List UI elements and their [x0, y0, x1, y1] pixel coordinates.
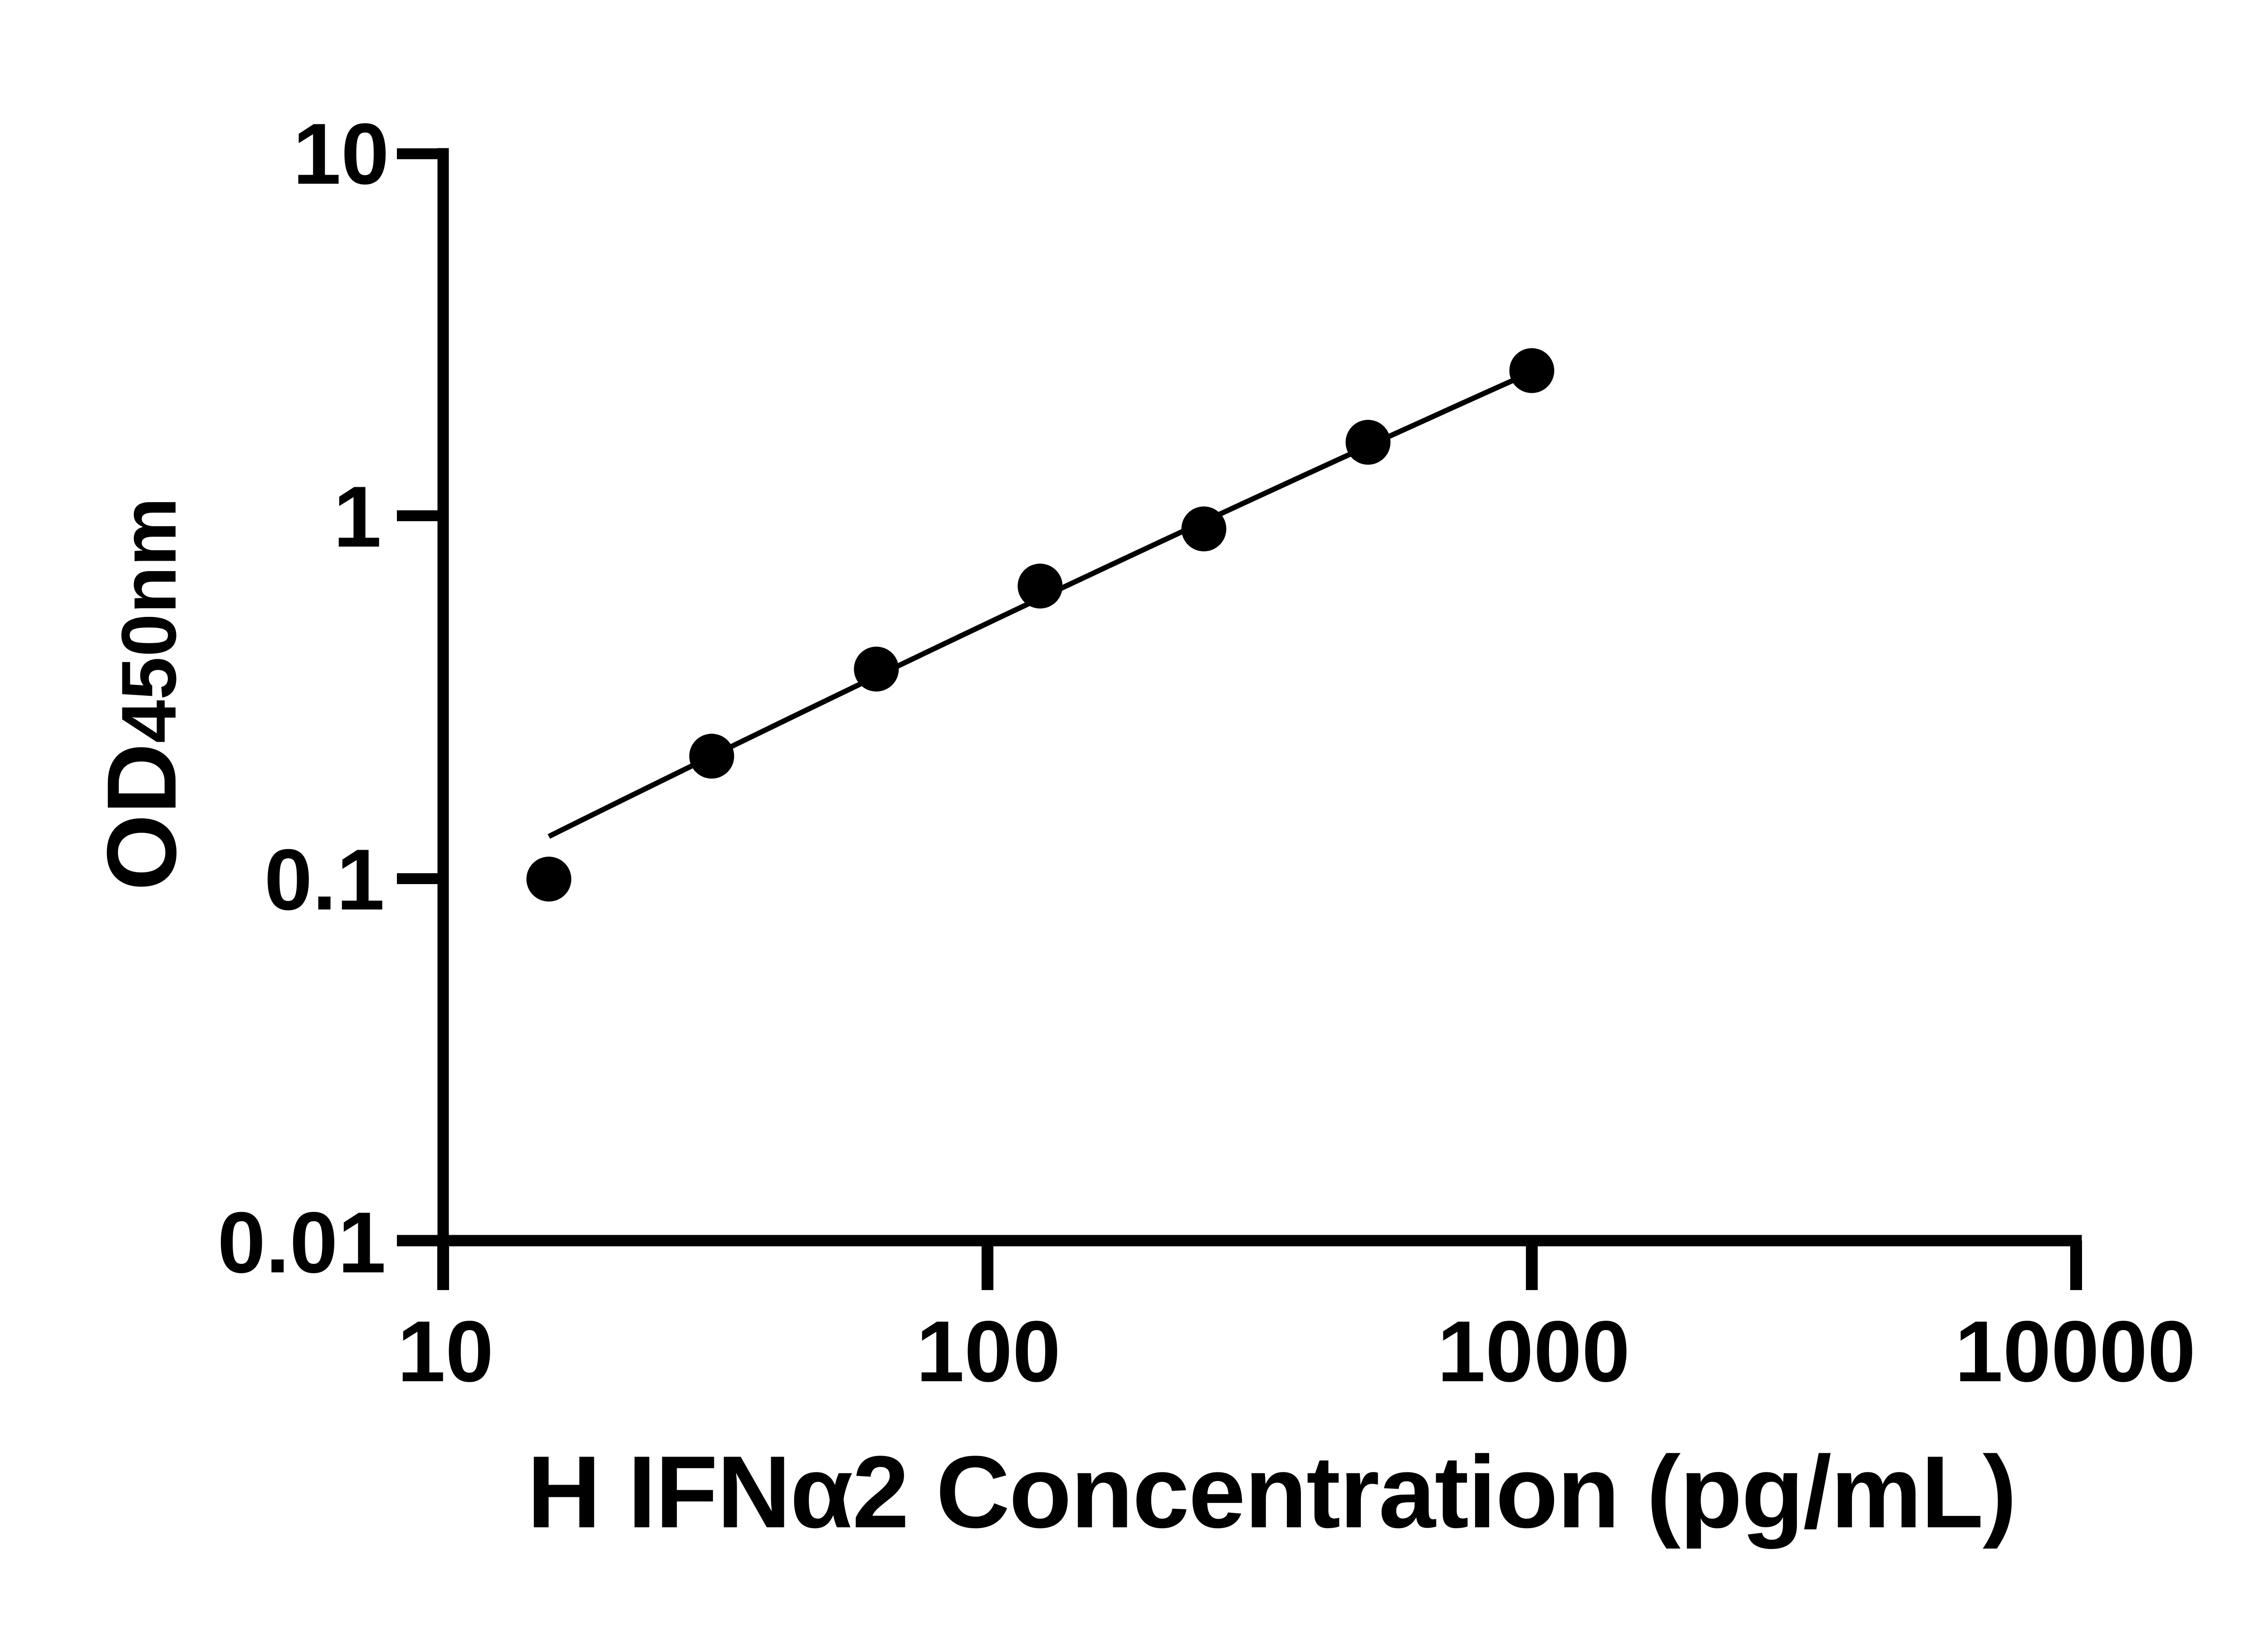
svg-text:100: 100 [916, 1303, 1061, 1400]
svg-text:10: 10 [397, 1303, 494, 1400]
svg-text:10: 10 [293, 106, 389, 202]
svg-text:1: 1 [333, 469, 381, 565]
svg-text:OD450nm: OD450nm [87, 497, 196, 890]
svg-text:H IFNα2 Concentration (pg/mL): H IFNα2 Concentration (pg/mL) [527, 1434, 2016, 1549]
svg-text:1000: 1000 [1437, 1303, 1630, 1400]
svg-text:0.1: 0.1 [264, 831, 385, 928]
svg-text:0.01: 0.01 [217, 1194, 386, 1291]
svg-text:10000: 10000 [1955, 1303, 2195, 1400]
